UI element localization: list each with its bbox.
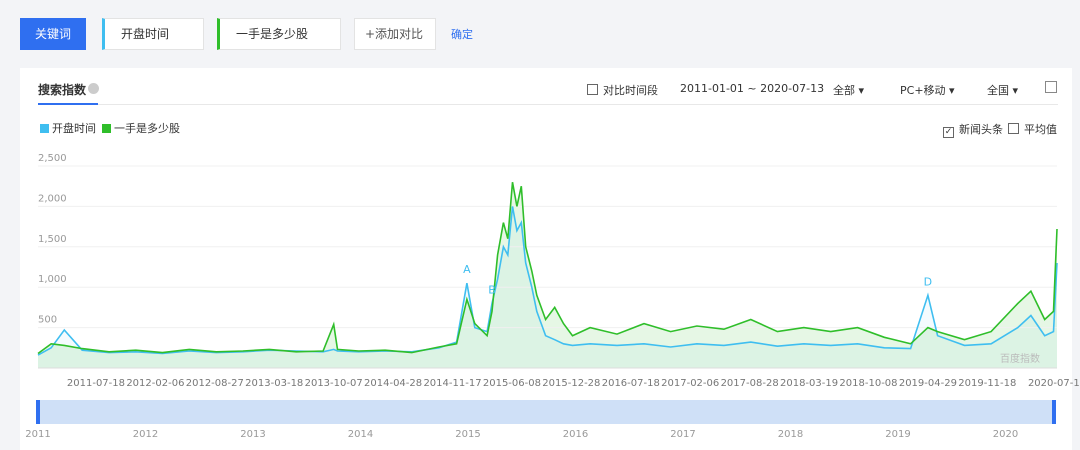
legend-swatch (40, 124, 49, 133)
x-tick-label: 2015-06-08 (483, 378, 541, 389)
y-tick-label: 1,500 (38, 234, 67, 245)
compare-label: 对比时间段 (603, 84, 658, 97)
region: 全国 (987, 84, 1009, 97)
tab[interactable]: 搜索指数 (38, 83, 87, 97)
date-range[interactable]: 2011-01-01 ~ 2020-07-13 (680, 82, 825, 95)
y-tick-label: 1,000 (38, 274, 67, 285)
x-tick-label: 2020-07-13 (1028, 378, 1080, 389)
x-tick-label: 2018-03-19 (780, 378, 838, 389)
help-icon[interactable] (88, 83, 99, 94)
region-select[interactable]: 全国 ▾ (987, 84, 1019, 97)
slider-year: 2020 (993, 429, 1018, 440)
slider-year: 2017 (670, 429, 695, 440)
slider-handle[interactable] (1052, 400, 1056, 424)
x-tick-label: 2012-02-06 (126, 378, 184, 389)
keyword-input[interactable]: 开盘时间 (102, 18, 204, 50)
slider-year: 2014 (348, 429, 373, 440)
area (38, 182, 1057, 368)
compare-period[interactable]: 对比时间段 (587, 82, 658, 98)
source: 全部 (833, 84, 855, 97)
average-toggle[interactable]: 平均值 (1008, 121, 1057, 137)
x-tick-label: 2011-07-18 (67, 378, 125, 389)
x-tick-label: 2019-04-29 (899, 378, 957, 389)
area (38, 206, 1057, 368)
annotation: B (488, 283, 496, 296)
add-compare[interactable]: +添加对比 (354, 18, 436, 50)
slider-track[interactable] (38, 400, 1055, 424)
slider-year: 2016 (563, 429, 588, 440)
source-select[interactable]: 全部 ▾ (833, 84, 865, 97)
tab-underline (38, 104, 1058, 105)
slider-year: 2018 (778, 429, 803, 440)
device-select[interactable]: PC+移动 ▾ (900, 84, 955, 97)
keyword-button[interactable]: 关键词 (20, 18, 86, 50)
watermark: 百度指数 (1000, 352, 1040, 365)
device: PC+移动 (900, 84, 946, 97)
confirm-link[interactable]: 确定 (451, 28, 473, 41)
news-toggle[interactable]: ✓ 新闻头条 (943, 123, 1003, 138)
share-icon[interactable] (1045, 81, 1057, 93)
x-tick-label: 2017-08-28 (721, 378, 779, 389)
x-tick-label: 2013-10-07 (305, 378, 363, 389)
slider-year: 2012 (133, 429, 158, 440)
x-tick-label: 2013-03-18 (245, 378, 303, 389)
tab-active (38, 103, 98, 105)
legend-label[interactable]: 一手是多少股 (114, 122, 180, 135)
keyword-input[interactable]: 一手是多少股 (217, 18, 341, 50)
news-label: 新闻头条 (959, 123, 1003, 136)
average-label: 平均值 (1024, 123, 1057, 136)
x-tick-label: 2012-08-27 (186, 378, 244, 389)
slider-year: 2019 (885, 429, 910, 440)
slider-year: 2011 (25, 429, 50, 440)
legend: 开盘时间 一手是多少股 (40, 120, 180, 136)
panel (20, 68, 1072, 450)
legend-swatch (102, 124, 111, 133)
x-tick-label: 2018-10-08 (839, 378, 897, 389)
y-tick-label: 500 (38, 315, 57, 326)
slider-year: 2013 (240, 429, 265, 440)
annotation: D (924, 275, 932, 288)
y-tick-label: 2,500 (38, 153, 67, 164)
x-tick-label: 2015-12-28 (542, 378, 600, 389)
x-tick-label: 2016-07-18 (602, 378, 660, 389)
slider-handle[interactable] (36, 400, 40, 424)
x-tick-label: 2014-11-17 (423, 378, 481, 389)
annotation: A (463, 263, 471, 276)
y-tick-label: 2,000 (38, 193, 67, 204)
legend-label[interactable]: 开盘时间 (52, 122, 96, 135)
line (37, 182, 1058, 355)
slider-year: 2015 (455, 429, 480, 440)
x-tick-label: 2019-11-18 (958, 378, 1016, 389)
x-tick-label: 2014-04-28 (364, 378, 422, 389)
x-tick-label: 2017-02-06 (661, 378, 719, 389)
